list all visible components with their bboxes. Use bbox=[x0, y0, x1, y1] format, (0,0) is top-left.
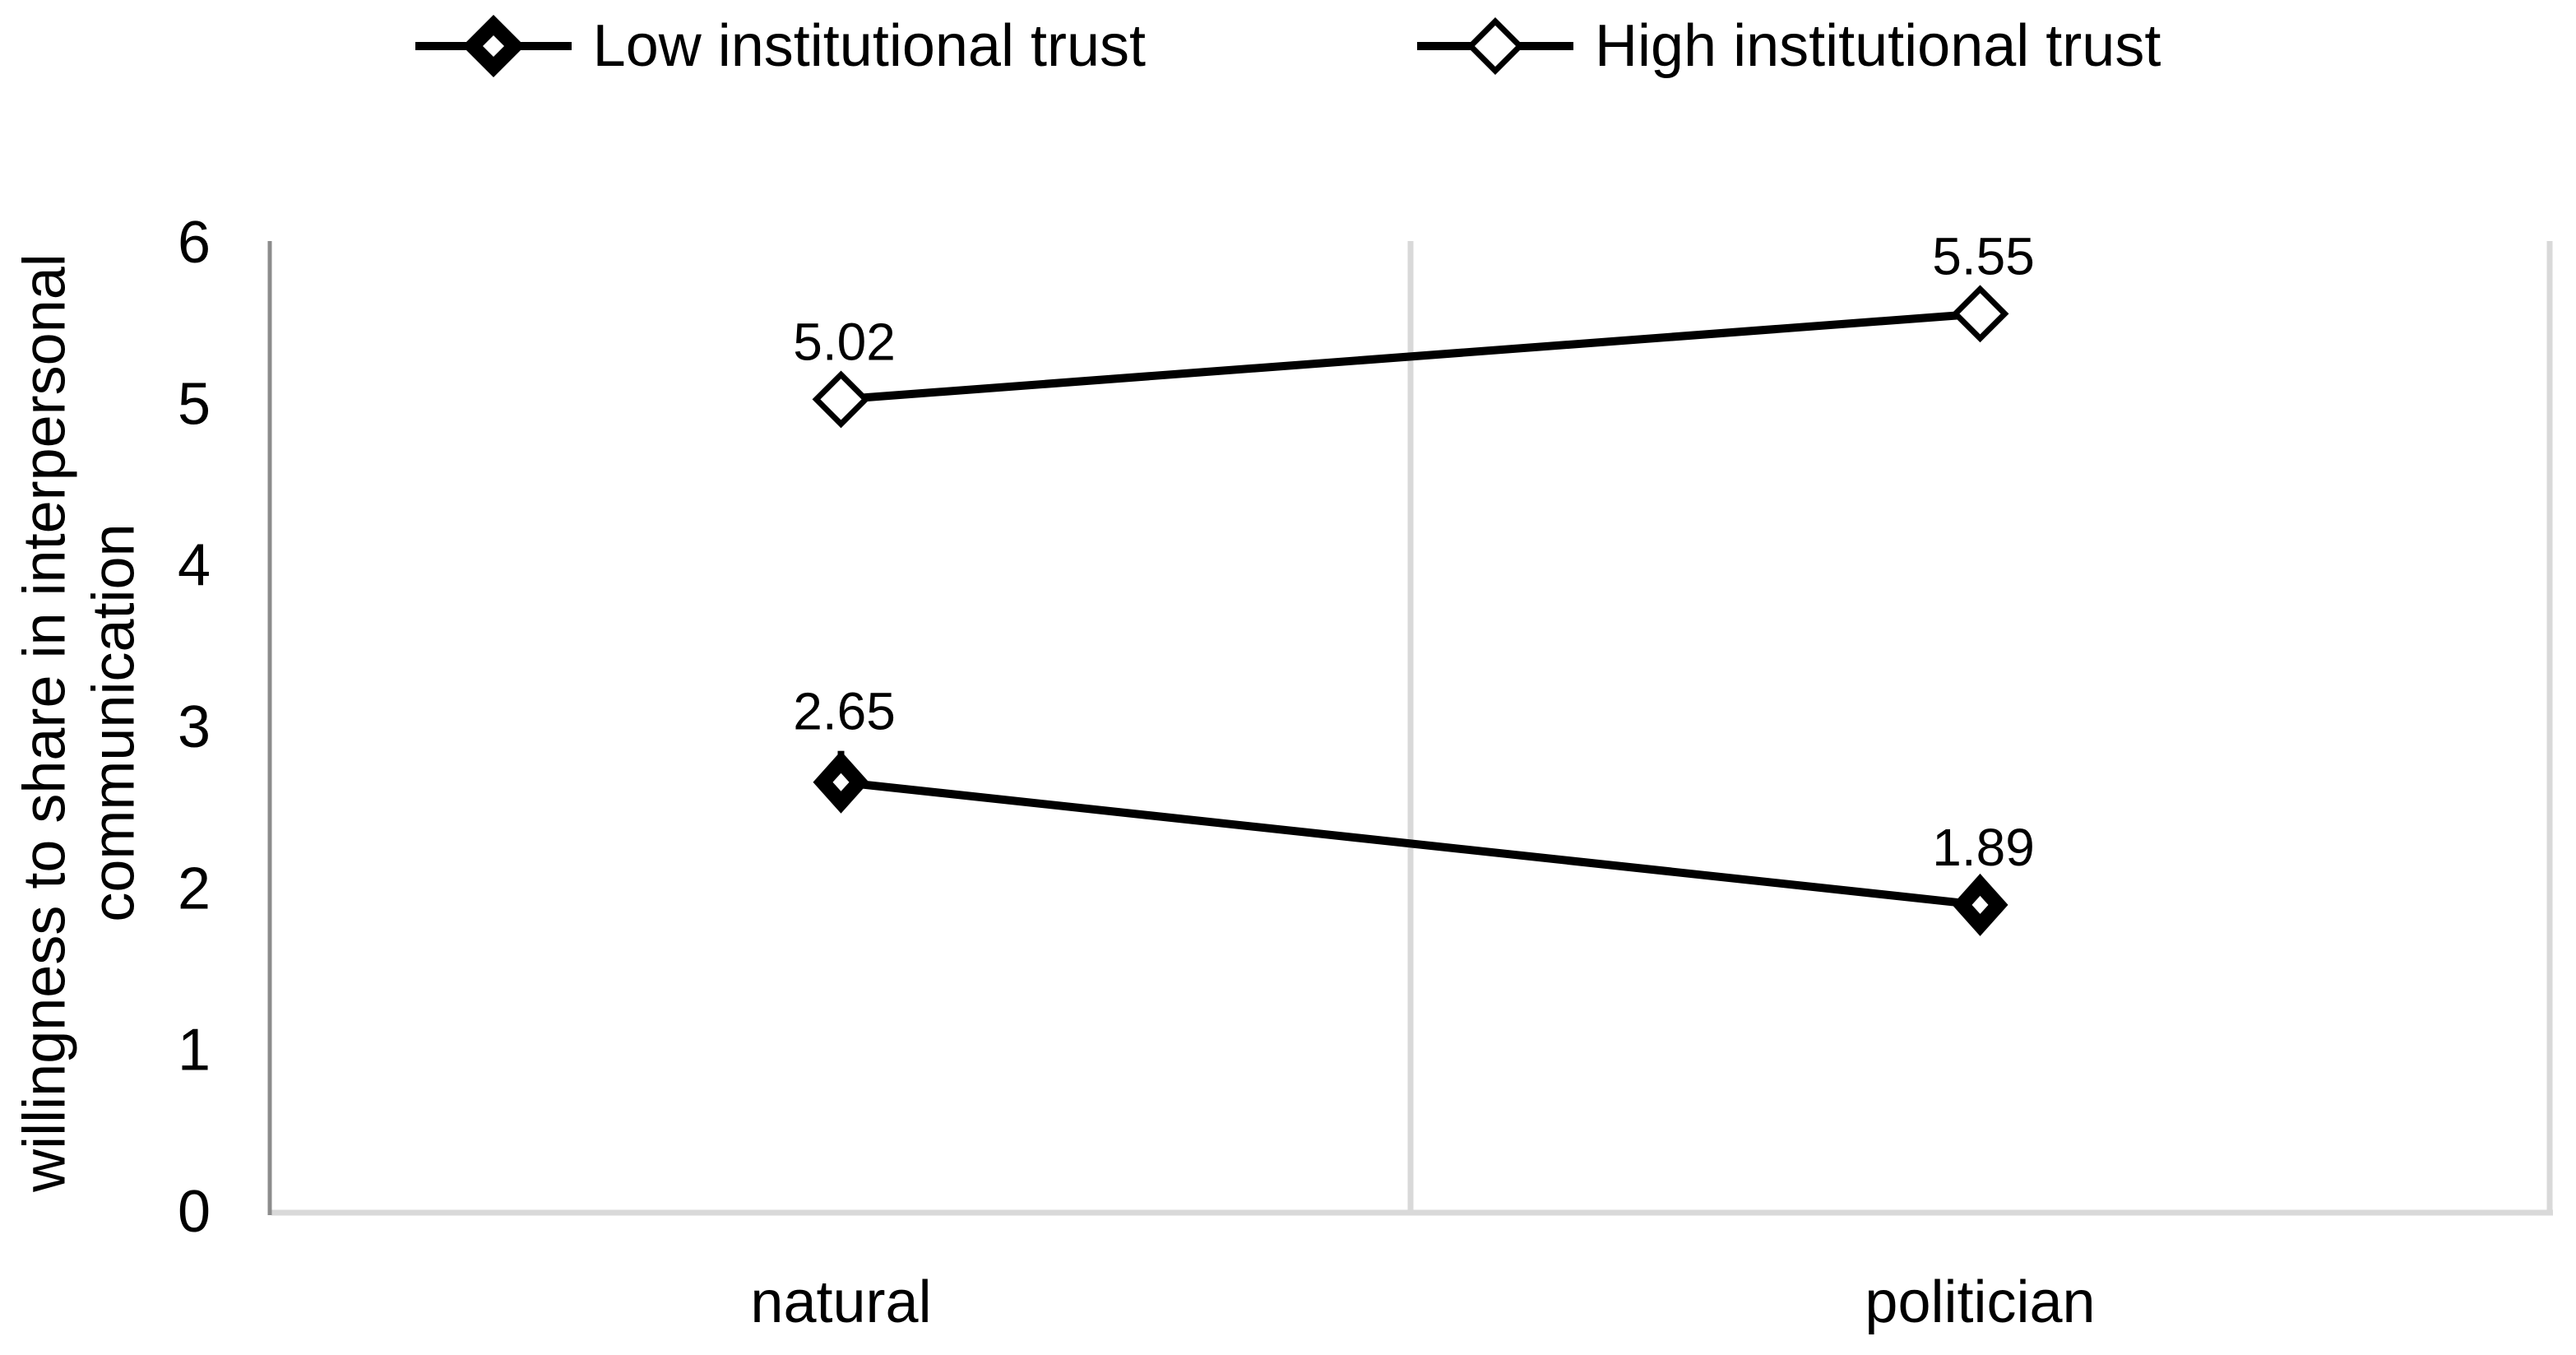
y-tick-label: 3 bbox=[178, 694, 211, 760]
legend-label-low: Low institutional trust bbox=[592, 13, 1146, 79]
y-tick-label: 1 bbox=[178, 1018, 211, 1084]
data-label: 2.65 bbox=[793, 682, 896, 741]
y-tick-label: 0 bbox=[178, 1179, 211, 1245]
series-line bbox=[841, 309, 1981, 404]
data-label: 1.89 bbox=[1932, 818, 2035, 877]
x-category-label: natural bbox=[750, 1269, 931, 1335]
data-label: 5.55 bbox=[1932, 226, 2035, 285]
series-line bbox=[840, 777, 1981, 909]
legend: Low institutional trust High institution… bbox=[0, 12, 2576, 81]
y-tick-label: 2 bbox=[178, 856, 211, 921]
y-tick-label: 6 bbox=[178, 210, 211, 276]
y-tick-label: 4 bbox=[178, 533, 211, 599]
legend-item-low-institutional-trust: Low institutional trust bbox=[415, 12, 1146, 81]
legend-item-high-institutional-trust: High institutional trust bbox=[1417, 12, 2161, 81]
data-label: 5.02 bbox=[793, 312, 896, 371]
data-point-marker-open-diamond bbox=[1951, 285, 2009, 343]
x-category-label: politician bbox=[1865, 1269, 2095, 1335]
data-point-marker-center bbox=[832, 773, 850, 791]
open-diamond-marker-icon bbox=[1417, 17, 1573, 75]
data-point-marker-open-diamond bbox=[812, 370, 870, 429]
data-point-marker-center bbox=[1971, 895, 1989, 914]
filled-diamond-marker-icon bbox=[415, 15, 572, 77]
legend-label-high: High institutional trust bbox=[1595, 13, 2161, 79]
y-tick-label: 5 bbox=[178, 371, 211, 437]
